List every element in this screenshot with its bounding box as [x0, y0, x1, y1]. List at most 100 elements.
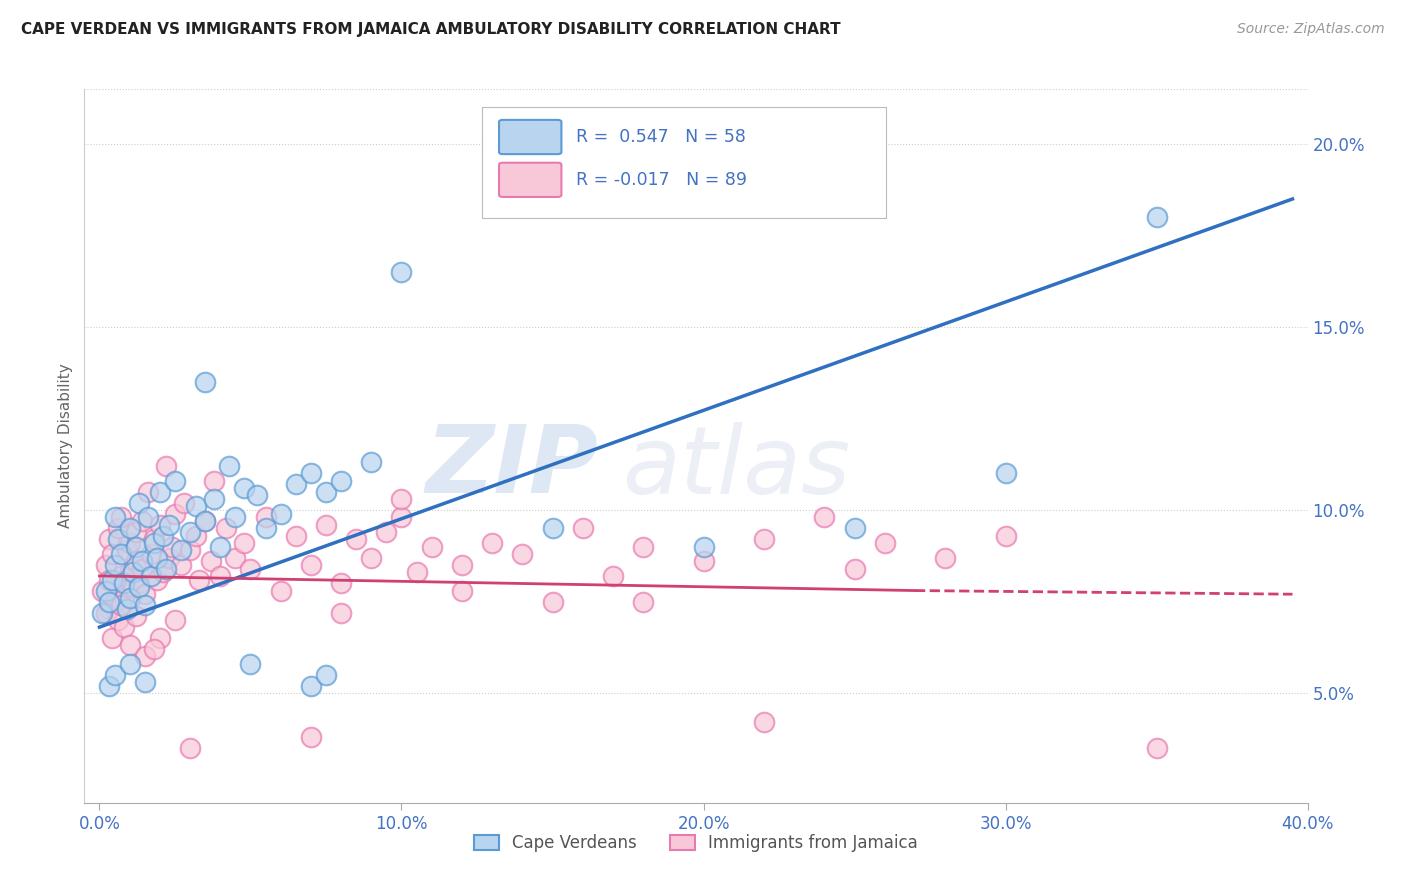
Point — [91, 606, 114, 620]
Point — [121, 580, 143, 594]
Point — [844, 521, 866, 535]
Y-axis label: Ambulatory Disability: Ambulatory Disability — [58, 364, 73, 528]
Point — [136, 510, 159, 524]
Point — [103, 510, 125, 524]
Point — [1146, 740, 1168, 755]
Point — [284, 529, 307, 543]
Point — [299, 730, 322, 744]
Point — [391, 510, 413, 524]
Point — [224, 550, 246, 565]
Point — [112, 620, 135, 634]
Point — [149, 484, 172, 499]
Point — [139, 547, 162, 561]
Point — [360, 455, 382, 469]
Legend: Cape Verdeans, Immigrants from Jamaica: Cape Verdeans, Immigrants from Jamaica — [467, 828, 925, 859]
Point — [107, 521, 129, 535]
Point — [245, 488, 267, 502]
Point — [118, 657, 141, 671]
Point — [375, 524, 398, 539]
Point — [179, 543, 201, 558]
Point — [1146, 211, 1168, 225]
Point — [115, 602, 138, 616]
Point — [233, 536, 256, 550]
Point — [451, 558, 474, 572]
Point — [152, 566, 174, 580]
Point — [215, 521, 238, 535]
Point — [844, 561, 866, 575]
Point — [405, 566, 427, 580]
Point — [142, 536, 165, 550]
Point — [752, 715, 775, 730]
Point — [200, 554, 222, 568]
Point — [692, 554, 714, 568]
Point — [541, 521, 564, 535]
Point — [112, 591, 135, 605]
Point — [239, 561, 262, 575]
Point — [284, 477, 307, 491]
Point — [134, 587, 156, 601]
Point — [125, 524, 148, 539]
Point — [149, 517, 172, 532]
Point — [134, 675, 156, 690]
Point — [179, 524, 201, 539]
Point — [233, 481, 256, 495]
Point — [209, 540, 232, 554]
Point — [813, 510, 835, 524]
Point — [94, 583, 117, 598]
Point — [631, 594, 654, 608]
Point — [118, 566, 141, 580]
Point — [110, 510, 132, 524]
Point — [344, 533, 367, 547]
Point — [97, 533, 120, 547]
Point — [131, 554, 153, 568]
FancyBboxPatch shape — [499, 162, 561, 197]
Point — [125, 609, 148, 624]
Point — [160, 540, 183, 554]
Point — [118, 536, 141, 550]
Point — [110, 598, 132, 612]
Point — [194, 375, 217, 389]
Point — [299, 558, 322, 572]
Point — [481, 536, 503, 550]
FancyBboxPatch shape — [499, 120, 561, 154]
Point — [146, 550, 169, 565]
Point — [218, 459, 240, 474]
Point — [173, 496, 195, 510]
Point — [163, 474, 186, 488]
Point — [299, 467, 322, 481]
Point — [752, 533, 775, 547]
Point — [571, 521, 593, 535]
Point — [934, 550, 956, 565]
Point — [209, 569, 232, 583]
Point — [107, 533, 129, 547]
Point — [94, 558, 117, 572]
Text: Source: ZipAtlas.com: Source: ZipAtlas.com — [1237, 22, 1385, 37]
Point — [97, 594, 120, 608]
Point — [118, 591, 141, 605]
Point — [128, 496, 150, 510]
Point — [315, 484, 337, 499]
Point — [270, 583, 292, 598]
Point — [128, 580, 150, 594]
Point — [100, 631, 122, 645]
Point — [420, 540, 443, 554]
Point — [170, 543, 193, 558]
Point — [94, 606, 117, 620]
Point — [163, 613, 186, 627]
Point — [112, 576, 135, 591]
Point — [110, 569, 132, 583]
Point — [254, 521, 277, 535]
Point — [110, 547, 132, 561]
Point — [121, 566, 143, 580]
Point — [202, 474, 225, 488]
Point — [360, 550, 382, 565]
Point — [149, 631, 172, 645]
Point — [270, 507, 292, 521]
Point — [157, 550, 180, 565]
Point — [97, 602, 120, 616]
Point — [107, 613, 129, 627]
Point — [330, 576, 353, 591]
Point — [142, 533, 165, 547]
Point — [184, 529, 207, 543]
Point — [510, 547, 533, 561]
